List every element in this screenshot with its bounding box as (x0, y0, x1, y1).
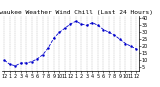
Title: Milwaukee Weather Wind Chill (Last 24 Hours): Milwaukee Weather Wind Chill (Last 24 Ho… (0, 10, 153, 15)
